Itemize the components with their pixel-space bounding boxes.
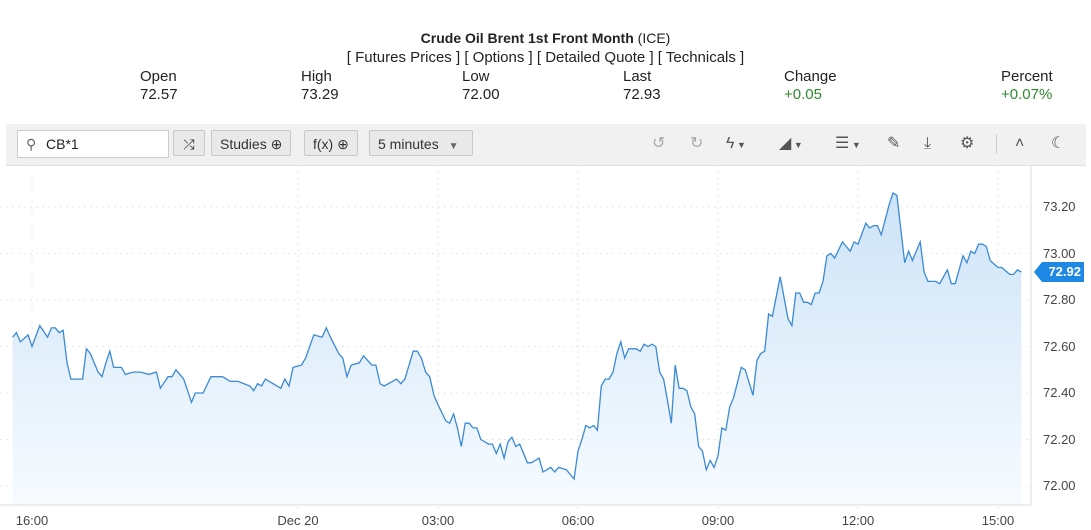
stat-percent: Percent +0.07%	[1001, 68, 1053, 104]
chart-type-icon[interactable]: ◢ ▼	[779, 135, 803, 152]
stat-open: Open 72.57	[140, 68, 178, 104]
fx-label: f(x)	[313, 136, 334, 152]
y-tick-label: 72.60	[1043, 338, 1076, 354]
symbol-input[interactable]: ⚲ CB*1	[17, 130, 169, 158]
x-tick-label: Dec 20	[277, 513, 319, 528]
price-area	[12, 193, 1022, 505]
link-technicals[interactable]: [ Technicals ]	[657, 49, 745, 66]
pencil-icon[interactable]: ✎	[887, 135, 901, 152]
moon-icon[interactable]: ☾	[1051, 135, 1066, 152]
stat-value: 73.29	[301, 86, 339, 103]
flash-icon[interactable]: ϟ ▼	[726, 135, 746, 152]
download-icon[interactable]: ⤓	[924, 135, 932, 152]
stat-low: Low 72.00	[462, 68, 500, 104]
undo-icon[interactable]: ↺	[652, 135, 666, 152]
compare-icon: ⤮	[183, 136, 195, 152]
last-price-tag: 72.92	[1034, 262, 1084, 282]
studies-label: Studies	[220, 136, 267, 152]
layout-icon[interactable]: ☰ ▼	[835, 135, 861, 152]
stat-value: 72.57	[140, 86, 178, 103]
search-icon: ⚲	[26, 136, 37, 152]
stat-label: High	[301, 68, 332, 85]
link-futures-prices[interactable]: [ Futures Prices ]	[346, 49, 461, 66]
x-tick-label: 15:00	[981, 513, 1015, 528]
quote-links: [ Futures Prices ] [ Options ] [ Detaile…	[0, 49, 1091, 66]
interval-dropdown[interactable]: 5 minutes ▼	[369, 130, 473, 156]
y-tick-label: 72.80	[1043, 292, 1076, 307]
plus-circle-icon: ⊕	[337, 136, 349, 152]
stat-value: +0.05	[784, 86, 822, 103]
interval-label: 5 minutes	[378, 136, 439, 152]
gear-icon[interactable]: ⚙	[960, 135, 975, 152]
y-tick-label: 73.20	[1043, 199, 1076, 214]
link-detailed-quote[interactable]: [ Detailed Quote ]	[536, 49, 654, 66]
stat-change: Change +0.05	[784, 68, 837, 104]
price-line	[12, 192, 1022, 481]
redo-icon[interactable]: ↻	[690, 135, 704, 152]
plus-circle-icon: ⊕	[270, 136, 283, 152]
stat-label: Change	[784, 68, 837, 85]
stat-value: +0.07%	[1001, 86, 1053, 103]
collapse-icon[interactable]: ˄	[1015, 135, 1025, 152]
link-options[interactable]: [ Options ]	[464, 49, 533, 66]
chart-toolbar: ⚲ CB*1 ⤮ Studies ⊕ f(x) ⊕ 5 minutes ▼ ↺ ↻…	[6, 124, 1086, 166]
y-tick-label: 72.00	[1043, 478, 1076, 493]
stat-label: Low	[462, 68, 490, 85]
x-tick-label: 06:00	[561, 513, 595, 528]
price-chart[interactable]	[0, 165, 1091, 530]
toolbar-divider	[996, 134, 997, 154]
y-tick-label: 72.40	[1043, 385, 1076, 400]
compare-button[interactable]: ⤮	[173, 130, 205, 156]
instrument-name: Crude Oil Brent 1st Front Month	[420, 30, 634, 46]
x-tick-label: 09:00	[701, 513, 735, 528]
fx-button[interactable]: f(x) ⊕	[304, 130, 358, 156]
stat-label: Open	[140, 68, 177, 85]
stat-high: High 73.29	[301, 68, 339, 104]
exchange-label: (ICE)	[637, 30, 671, 46]
x-tick-label: 03:00	[421, 513, 455, 528]
x-tick-label: 16:00	[15, 513, 49, 528]
stat-label: Percent	[1001, 68, 1053, 85]
caret-down-icon: ▼	[448, 141, 459, 152]
stat-last: Last 72.93	[623, 68, 661, 104]
studies-button[interactable]: Studies ⊕	[211, 130, 292, 156]
y-tick-label: 73.00	[1043, 245, 1076, 261]
instrument-title: Crude Oil Brent 1st Front Month (ICE)	[0, 30, 1091, 46]
y-tick-label: 72.20	[1043, 431, 1076, 447]
symbol-value: CB*1	[46, 136, 79, 152]
stat-value: 72.00	[462, 86, 500, 103]
stat-value: 72.93	[623, 86, 661, 103]
stat-label: Last	[623, 68, 652, 85]
x-tick-label: 12:00	[841, 513, 875, 528]
